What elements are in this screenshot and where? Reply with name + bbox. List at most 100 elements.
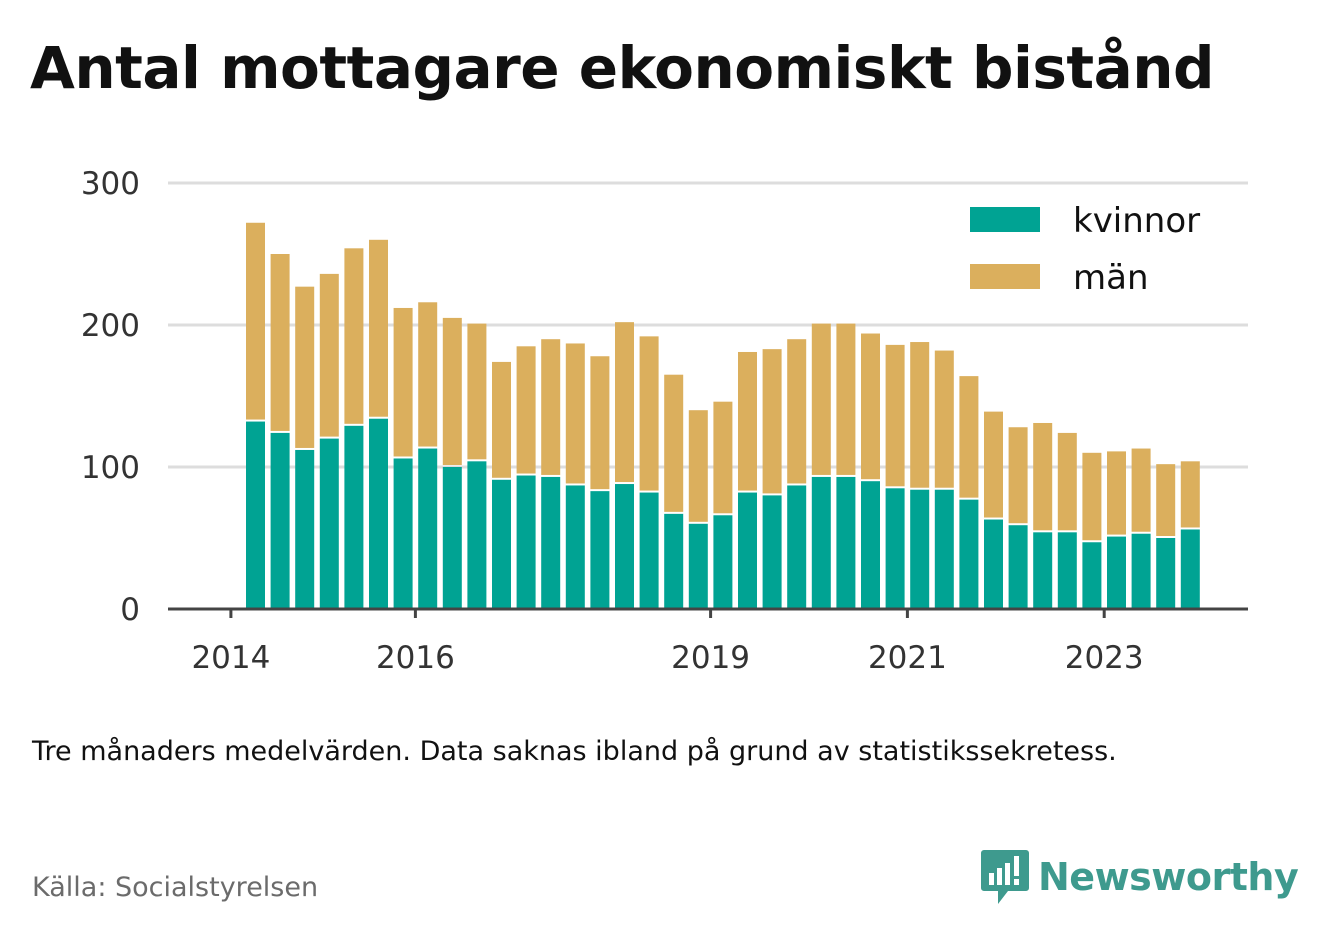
- bar-man: [1180, 461, 1200, 528]
- x-tick-label: 2019: [671, 640, 750, 676]
- bar-man: [1156, 464, 1176, 536]
- bar-kvinnor: [713, 515, 733, 609]
- y-tick-label: 100: [81, 450, 140, 486]
- bar-man: [688, 410, 708, 522]
- bar-kvinnor: [344, 425, 364, 609]
- bar-kvinnor: [861, 481, 880, 609]
- bar-man: [934, 350, 954, 488]
- bar-man: [319, 273, 339, 437]
- chart-title: Antal mottagare ekonomiskt bistånd: [30, 34, 1215, 102]
- bar-man: [393, 307, 413, 457]
- legend: kvinnor män: [970, 201, 1200, 298]
- bar-kvinnor: [1033, 532, 1053, 609]
- x-axis: [168, 607, 1248, 618]
- bar-man: [910, 342, 930, 488]
- brand-logo: Newsworthy: [980, 848, 1299, 906]
- bar-man: [565, 343, 585, 484]
- bar-kvinnor: [541, 476, 561, 609]
- bar-man: [984, 411, 1003, 518]
- bar-man: [1082, 452, 1102, 541]
- bar-man: [246, 222, 265, 420]
- y-tick-label: 0: [120, 592, 140, 628]
- bar-man: [467, 323, 487, 460]
- legend-swatch: [970, 264, 1040, 289]
- bar-man: [516, 346, 536, 474]
- bar-man: [1033, 422, 1053, 531]
- bar-man: [615, 322, 634, 483]
- bar-kvinnor: [246, 421, 265, 609]
- y-axis-tick-labels: 0 100 200 300: [81, 166, 140, 628]
- chart-note: Tre månaders medelvärden. Data saknas ib…: [32, 736, 1117, 767]
- bar-man: [344, 248, 364, 424]
- bar-kvinnor: [590, 491, 610, 609]
- bar-kvinnor: [639, 492, 659, 609]
- bar-kvinnor: [811, 476, 831, 609]
- bar-man: [270, 254, 290, 431]
- bar-kvinnor: [319, 438, 339, 609]
- bar-man: [295, 286, 315, 448]
- bar-kvinnor: [1107, 536, 1126, 609]
- bar-kvinnor: [467, 461, 487, 609]
- brand-name: Newsworthy: [1038, 855, 1299, 899]
- bar-man: [1057, 432, 1077, 531]
- x-tick-label: 2014: [191, 640, 270, 676]
- bar-kvinnor: [959, 499, 979, 609]
- bar-kvinnor: [442, 467, 462, 609]
- bar-man: [787, 339, 807, 484]
- bar-man: [590, 356, 610, 490]
- bar-man: [418, 302, 438, 447]
- bar-kvinnor: [836, 476, 856, 609]
- bar-kvinnor: [1008, 525, 1028, 609]
- x-tick-label: 2023: [1065, 640, 1144, 676]
- bar-kvinnor: [369, 418, 388, 609]
- bar-kvinnor: [738, 492, 757, 609]
- bar-man: [442, 317, 462, 465]
- bar-kvinnor: [492, 479, 511, 609]
- bar-man: [1131, 448, 1151, 532]
- bar-kvinnor: [270, 432, 290, 609]
- bar-man: [861, 333, 880, 480]
- bar-kvinnor: [1057, 532, 1077, 609]
- bar-man: [541, 339, 561, 475]
- bar-man: [959, 376, 979, 498]
- bar-kvinnor: [762, 495, 782, 609]
- bar-kvinnor: [910, 489, 930, 609]
- bar-kvinnor: [787, 485, 807, 609]
- bar-man: [836, 323, 856, 475]
- bar-man: [762, 349, 782, 494]
- bar-man: [713, 401, 733, 514]
- x-tick-label: 2021: [868, 640, 947, 676]
- y-tick-label: 300: [81, 166, 140, 202]
- source-credit: Källa: Socialstyrelsen: [32, 872, 319, 903]
- legend-swatch: [970, 207, 1040, 232]
- bar-man: [1008, 427, 1028, 524]
- bar-kvinnor: [295, 449, 315, 609]
- bar-kvinnor: [1131, 533, 1151, 609]
- bar-kvinnor: [1180, 529, 1200, 609]
- bar-man: [492, 361, 511, 478]
- bar-kvinnor: [885, 488, 905, 609]
- bar-kvinnor: [393, 458, 413, 609]
- legend-label: kvinnor: [1073, 201, 1200, 241]
- bar-man: [664, 374, 684, 512]
- bar-kvinnor: [934, 489, 954, 609]
- y-tick-label: 200: [81, 308, 140, 344]
- bar-man: [639, 336, 659, 491]
- bar-kvinnor: [984, 519, 1003, 609]
- bar-man: [811, 323, 831, 475]
- bar-kvinnor: [688, 523, 708, 609]
- newsworthy-logo-icon: [981, 850, 1029, 904]
- bar-kvinnor: [565, 485, 585, 609]
- bars: [246, 222, 1200, 609]
- bar-kvinnor: [664, 513, 684, 609]
- legend-label: män: [1073, 258, 1149, 298]
- x-tick-label: 2016: [376, 640, 455, 676]
- bar-kvinnor: [1082, 542, 1102, 609]
- bar-kvinnor: [615, 484, 634, 609]
- bar-man: [369, 239, 388, 417]
- bar-kvinnor: [418, 448, 438, 609]
- bar-kvinnor: [516, 475, 536, 609]
- bar-man: [1107, 451, 1126, 535]
- bar-man: [885, 344, 905, 487]
- bar-man: [738, 351, 757, 491]
